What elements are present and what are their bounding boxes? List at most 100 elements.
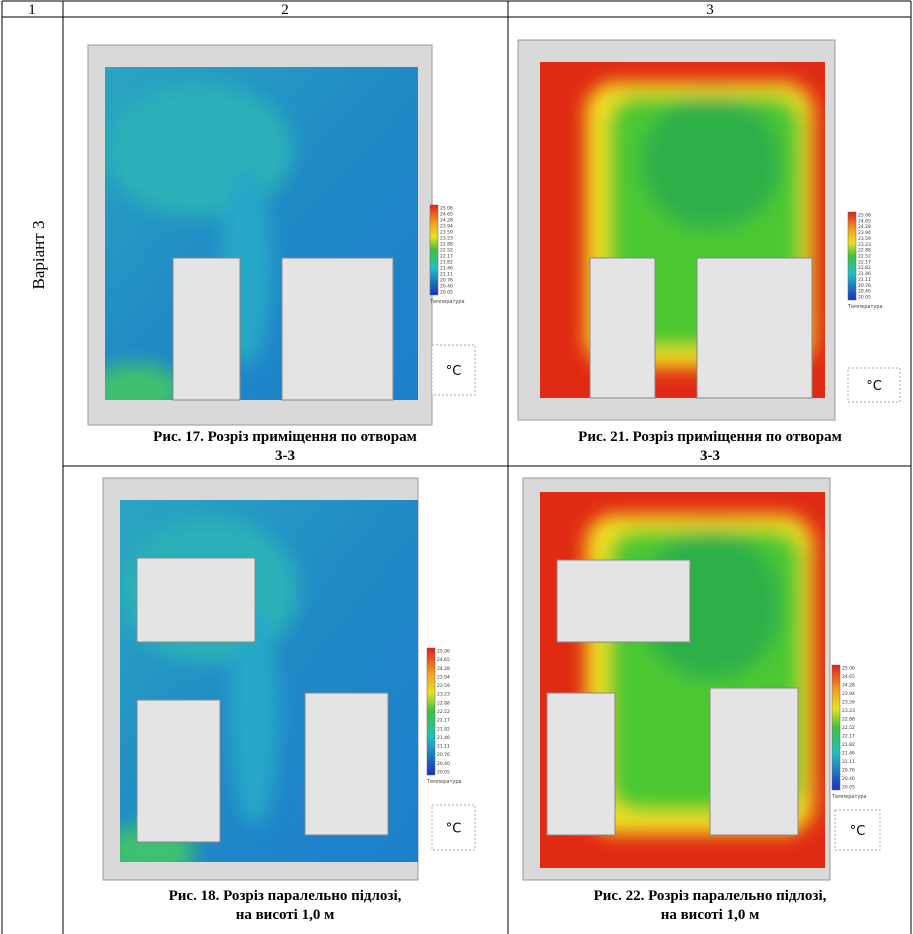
- colorbar-tick-label: 22.17: [440, 254, 453, 260]
- unit-label: °C: [446, 364, 462, 379]
- figure-caption: Рис. 21. Розріз приміщення по отворам: [578, 429, 842, 445]
- colorbar-tick-label: 20.40: [437, 761, 450, 767]
- colorbar-tick-label: 23.94: [437, 674, 450, 680]
- colorbar-title: Температура: [831, 794, 867, 800]
- colorbar-tick-label: 20.05: [437, 770, 450, 776]
- colorbar-tick-label: 24.28: [440, 218, 453, 224]
- page: 1 2 3 Варіант 3 25.0624.6524.2823.9423.5…: [0, 0, 913, 934]
- zone: [640, 96, 783, 230]
- figure: 25.0624.6524.2823.9423.5923.2322.8822.52…: [518, 40, 900, 420]
- colorbar-tick-label: 21.11: [842, 759, 855, 765]
- row-label: Варіант 3: [29, 221, 48, 290]
- colorbar-tick-label: 23.59: [858, 236, 871, 242]
- colorbar-tick-label: 24.65: [858, 218, 871, 224]
- colorbar-tick-label: 20.76: [440, 278, 453, 284]
- colorbar-tick-label: 21.46: [437, 735, 450, 741]
- colorbar-tick-label: 23.23: [440, 236, 453, 242]
- equipment-block: [590, 258, 655, 398]
- colorbar-tick-label: 20.76: [842, 768, 855, 774]
- colorbar-tick-label: 21.46: [842, 751, 855, 757]
- colorbar-tick-label: 22.52: [842, 725, 855, 731]
- colorbar-tick-label: 23.94: [842, 691, 855, 697]
- colorbar-tick-label: 21.46: [440, 266, 453, 272]
- colorbar: [430, 205, 438, 295]
- equipment-block: [305, 693, 388, 835]
- colorbar-tick-label: 25.06: [842, 666, 855, 672]
- colorbar-title: Температура: [426, 779, 462, 785]
- equipment-block: [557, 560, 690, 642]
- colorbar-tick-label: 20.40: [842, 776, 855, 782]
- figure: 25.06 24.65 24.28 23.94 23.59 23.23 22.88 22.52…: [103, 478, 475, 881]
- colorbar-tick-label: 20.05: [440, 290, 453, 296]
- figure-caption: 3-3: [700, 448, 720, 464]
- zone: [105, 84, 293, 217]
- equipment-block: [137, 700, 220, 842]
- equipment-block: [137, 558, 255, 642]
- colorbar-tick-label: 23.59: [440, 230, 453, 236]
- colorbar-tick-label: 25.06: [440, 206, 453, 212]
- colorbar: [848, 212, 856, 300]
- colorbar-tick-label: 24.28: [437, 666, 450, 672]
- colorbar-tick-label: 21.11: [858, 277, 871, 283]
- colorbar-tick-label: 21.46: [858, 271, 871, 277]
- figure-caption: Рис. 18. Розріз паралельно підлозі,: [169, 888, 402, 904]
- figure-caption: на висоті 1,0 м: [236, 907, 335, 923]
- unit-label: °C: [850, 824, 866, 839]
- colorbar-tick-label: 22.17: [437, 718, 450, 724]
- colorbar: [832, 665, 840, 790]
- colorbar-title: Температура: [847, 304, 883, 310]
- header-cell: 3: [706, 2, 714, 18]
- colorbar-tick-label: 21.82: [858, 265, 871, 271]
- colorbar-tick-label: 24.65: [437, 657, 450, 663]
- colorbar-tick-label: 22.17: [842, 734, 855, 740]
- figure: 25.0624.6524.2823.9423.5923.2322.8822.52…: [88, 45, 475, 425]
- colorbar-tick-label: 24.65: [440, 212, 453, 218]
- unit-label: °C: [866, 379, 882, 394]
- colorbar-tick-label: 23.94: [440, 224, 453, 230]
- colorbar-tick-label: 21.82: [842, 742, 855, 748]
- equipment-block: [697, 258, 812, 398]
- colorbar-title: Температура: [429, 299, 465, 305]
- colorbar-tick-label: 21.82: [437, 726, 450, 732]
- colorbar-tick-label: 22.52: [858, 254, 871, 260]
- figure-caption: Рис. 17. Розріз приміщення по отворам: [153, 429, 417, 445]
- colorbar-tick-label: 22.88: [858, 248, 871, 254]
- colorbar-tick-label: 24.65: [842, 674, 855, 680]
- colorbar-tick-label: 22.88: [437, 700, 450, 706]
- colorbar-tick-label: 25.06: [858, 213, 871, 219]
- colorbar: [427, 648, 435, 775]
- unit-label: °C: [446, 822, 462, 837]
- colorbar-tick-label: 20.76: [437, 752, 450, 758]
- colorbar-tick-label: 22.17: [858, 259, 871, 265]
- colorbar-tick-label: 24.28: [858, 224, 871, 230]
- colorbar-tick-label: 23.59: [842, 700, 855, 706]
- colorbar-tick-label: 24.28: [842, 683, 855, 689]
- colorbar-tick-label: 23.94: [858, 230, 871, 236]
- equipment-block: [710, 688, 798, 835]
- colorbar-tick-label: 20.40: [858, 289, 871, 295]
- colorbar-tick-label: 21.11: [437, 744, 450, 750]
- colorbar-tick-label: 23.59: [437, 683, 450, 689]
- colorbar-tick-label: 22.52: [437, 709, 450, 715]
- figure: 25.06 24.65 24.28 23.94 23.59 23.23 22.88 22.52…: [523, 478, 880, 880]
- colorbar-tick-label: 23.23: [437, 692, 450, 698]
- header-cell: 2: [281, 2, 289, 18]
- colorbar-tick-label: 25.06: [437, 649, 450, 655]
- colorbar-tick-label: 22.88: [440, 242, 453, 248]
- colorbar-tick-label: 21.11: [440, 272, 453, 278]
- figure-caption: на висоті 1,0 м: [661, 907, 760, 923]
- colorbar-tick-label: 20.05: [842, 785, 855, 791]
- equipment-block: [282, 258, 393, 400]
- equipment-block: [547, 693, 615, 835]
- figure-caption: 3-3: [275, 448, 295, 464]
- colorbar-tick-label: 22.88: [842, 717, 855, 723]
- colorbar-tick-label: 23.23: [858, 242, 871, 248]
- equipment-block: [173, 258, 240, 400]
- colorbar-tick-label: 20.40: [440, 284, 453, 290]
- colorbar-tick-label: 21.82: [440, 260, 453, 266]
- figure-caption: Рис. 22. Розріз паралельно підлозі,: [594, 888, 827, 904]
- colorbar-tick-label: 23.23: [842, 708, 855, 714]
- colorbar-tick-label: 20.76: [858, 283, 871, 289]
- header-cell: 1: [28, 2, 36, 18]
- colorbar-tick-label: 20.05: [858, 295, 871, 301]
